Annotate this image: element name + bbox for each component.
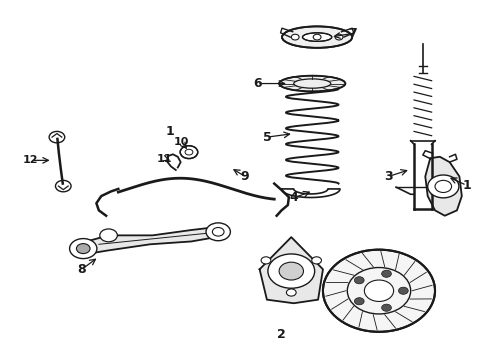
Circle shape: [313, 34, 321, 40]
Circle shape: [354, 277, 364, 284]
Circle shape: [287, 289, 296, 296]
Text: 2: 2: [277, 328, 286, 341]
Ellipse shape: [302, 33, 332, 41]
Text: 4: 4: [290, 192, 298, 204]
Circle shape: [100, 229, 117, 242]
Circle shape: [365, 280, 393, 301]
Circle shape: [206, 223, 230, 241]
Text: 7: 7: [348, 27, 357, 40]
Circle shape: [312, 257, 321, 264]
Text: 1: 1: [165, 125, 174, 138]
Polygon shape: [260, 237, 323, 303]
Polygon shape: [425, 157, 462, 216]
Text: 8: 8: [77, 263, 86, 276]
Text: 1: 1: [462, 179, 471, 192]
Text: 9: 9: [241, 170, 249, 183]
Circle shape: [354, 298, 364, 305]
Text: 10: 10: [174, 138, 189, 148]
Circle shape: [180, 146, 198, 158]
Circle shape: [428, 175, 459, 198]
Text: 5: 5: [263, 131, 271, 144]
Ellipse shape: [282, 26, 352, 48]
Circle shape: [291, 34, 299, 40]
Text: 12: 12: [23, 156, 38, 165]
Ellipse shape: [279, 76, 345, 91]
Circle shape: [382, 270, 392, 277]
Circle shape: [398, 287, 408, 294]
Circle shape: [279, 262, 303, 280]
Text: 6: 6: [253, 77, 262, 90]
Circle shape: [268, 254, 315, 288]
Circle shape: [382, 304, 392, 311]
Polygon shape: [77, 227, 223, 254]
Text: 11: 11: [157, 154, 172, 163]
Circle shape: [435, 180, 452, 193]
Text: 3: 3: [385, 170, 393, 183]
Circle shape: [76, 244, 90, 253]
Circle shape: [261, 257, 271, 264]
Circle shape: [335, 34, 343, 40]
Circle shape: [70, 239, 97, 258]
Circle shape: [323, 249, 435, 332]
